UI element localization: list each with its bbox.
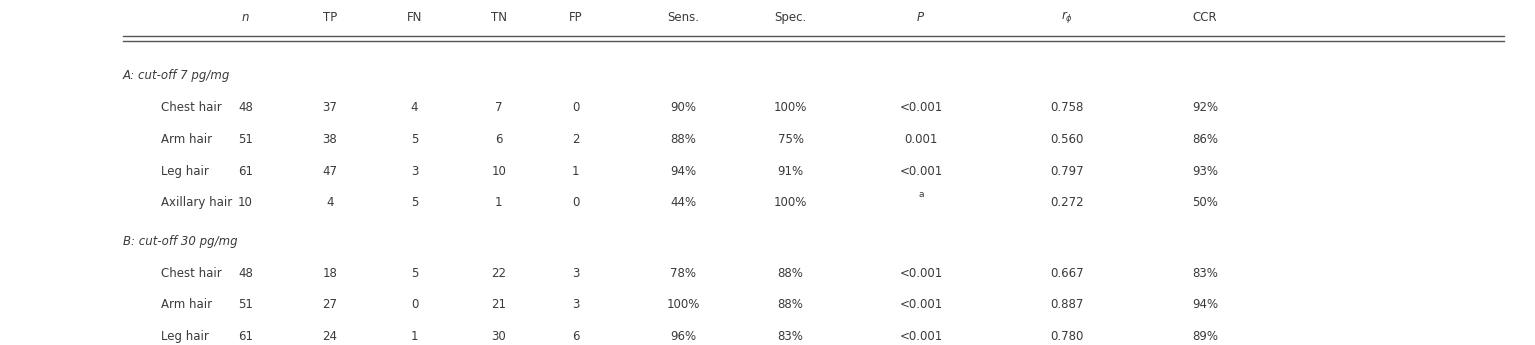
Text: 10: 10 <box>491 165 507 178</box>
Text: Leg hair: Leg hair <box>161 165 209 178</box>
Text: 100%: 100% <box>774 196 807 209</box>
Text: 1: 1 <box>573 165 579 178</box>
Text: 21: 21 <box>491 298 507 312</box>
Text: Leg hair: Leg hair <box>161 330 209 343</box>
Text: 78%: 78% <box>671 267 695 280</box>
Text: $P$: $P$ <box>916 11 926 24</box>
Text: 0.758: 0.758 <box>1050 101 1084 114</box>
Text: 96%: 96% <box>669 330 697 343</box>
Text: A: cut-off 7 pg/mg: A: cut-off 7 pg/mg <box>123 69 230 82</box>
Text: 3: 3 <box>411 165 418 178</box>
Text: Chest hair: Chest hair <box>161 267 223 280</box>
Text: 89%: 89% <box>1193 330 1217 343</box>
Text: <0.001: <0.001 <box>900 101 942 114</box>
Text: 2: 2 <box>573 133 579 146</box>
Text: FN: FN <box>407 11 422 24</box>
Text: B: cut-off 30 pg/mg: B: cut-off 30 pg/mg <box>123 235 238 248</box>
Text: 90%: 90% <box>671 101 695 114</box>
Text: 0: 0 <box>573 196 579 209</box>
Text: 6: 6 <box>496 133 502 146</box>
Text: 24: 24 <box>322 330 338 343</box>
Text: 88%: 88% <box>778 298 803 312</box>
Text: 83%: 83% <box>778 330 803 343</box>
Text: CCR: CCR <box>1193 11 1217 24</box>
Text: 5: 5 <box>411 196 418 209</box>
Text: FP: FP <box>569 11 582 24</box>
Text: 51: 51 <box>238 298 253 312</box>
Text: 5: 5 <box>411 267 418 280</box>
Text: $r_\phi$: $r_\phi$ <box>1061 9 1073 25</box>
Text: 0.560: 0.560 <box>1050 133 1084 146</box>
Text: 61: 61 <box>238 330 253 343</box>
Text: Arm hair: Arm hair <box>161 298 212 312</box>
Text: 0.887: 0.887 <box>1050 298 1084 312</box>
Text: 0.780: 0.780 <box>1050 330 1084 343</box>
Text: 48: 48 <box>238 267 253 280</box>
Text: Arm hair: Arm hair <box>161 133 212 146</box>
Text: 92%: 92% <box>1191 101 1219 114</box>
Text: 10: 10 <box>238 196 253 209</box>
Text: 22: 22 <box>491 267 507 280</box>
Text: 18: 18 <box>322 267 338 280</box>
Text: Axillary hair: Axillary hair <box>161 196 232 209</box>
Text: 44%: 44% <box>669 196 697 209</box>
Text: <0.001: <0.001 <box>900 267 942 280</box>
Text: 88%: 88% <box>778 267 803 280</box>
Text: 48: 48 <box>238 101 253 114</box>
Text: 61: 61 <box>238 165 253 178</box>
Text: 100%: 100% <box>774 101 807 114</box>
Text: 4: 4 <box>411 101 418 114</box>
Text: 94%: 94% <box>1191 298 1219 312</box>
Text: 5: 5 <box>411 133 418 146</box>
Text: a: a <box>918 190 924 199</box>
Text: 3: 3 <box>573 298 579 312</box>
Text: 94%: 94% <box>669 165 697 178</box>
Text: 3: 3 <box>573 267 579 280</box>
Text: 30: 30 <box>491 330 507 343</box>
Text: TN: TN <box>491 11 507 24</box>
Text: 88%: 88% <box>671 133 695 146</box>
Text: 7: 7 <box>496 101 502 114</box>
Text: 0.667: 0.667 <box>1050 267 1084 280</box>
Text: Chest hair: Chest hair <box>161 101 223 114</box>
Text: 51: 51 <box>238 133 253 146</box>
Text: 100%: 100% <box>666 298 700 312</box>
Text: 38: 38 <box>322 133 338 146</box>
Text: 4: 4 <box>327 196 333 209</box>
Text: 27: 27 <box>322 298 338 312</box>
Text: 0.001: 0.001 <box>904 133 938 146</box>
Text: <0.001: <0.001 <box>900 298 942 312</box>
Text: 37: 37 <box>322 101 338 114</box>
Text: <0.001: <0.001 <box>900 330 942 343</box>
Text: Sens.: Sens. <box>668 11 698 24</box>
Text: 50%: 50% <box>1193 196 1217 209</box>
Text: 1: 1 <box>496 196 502 209</box>
Text: 75%: 75% <box>778 133 803 146</box>
Text: 91%: 91% <box>777 165 804 178</box>
Text: TP: TP <box>322 11 338 24</box>
Text: 0.272: 0.272 <box>1050 196 1084 209</box>
Text: 86%: 86% <box>1193 133 1217 146</box>
Text: 47: 47 <box>322 165 338 178</box>
Text: 0: 0 <box>411 298 418 312</box>
Text: 0.797: 0.797 <box>1050 165 1084 178</box>
Text: 1: 1 <box>411 330 418 343</box>
Text: 6: 6 <box>573 330 579 343</box>
Text: 83%: 83% <box>1193 267 1217 280</box>
Text: 0: 0 <box>573 101 579 114</box>
Text: $n$: $n$ <box>241 11 250 24</box>
Text: Spec.: Spec. <box>774 11 807 24</box>
Text: <0.001: <0.001 <box>900 165 942 178</box>
Text: 93%: 93% <box>1193 165 1217 178</box>
